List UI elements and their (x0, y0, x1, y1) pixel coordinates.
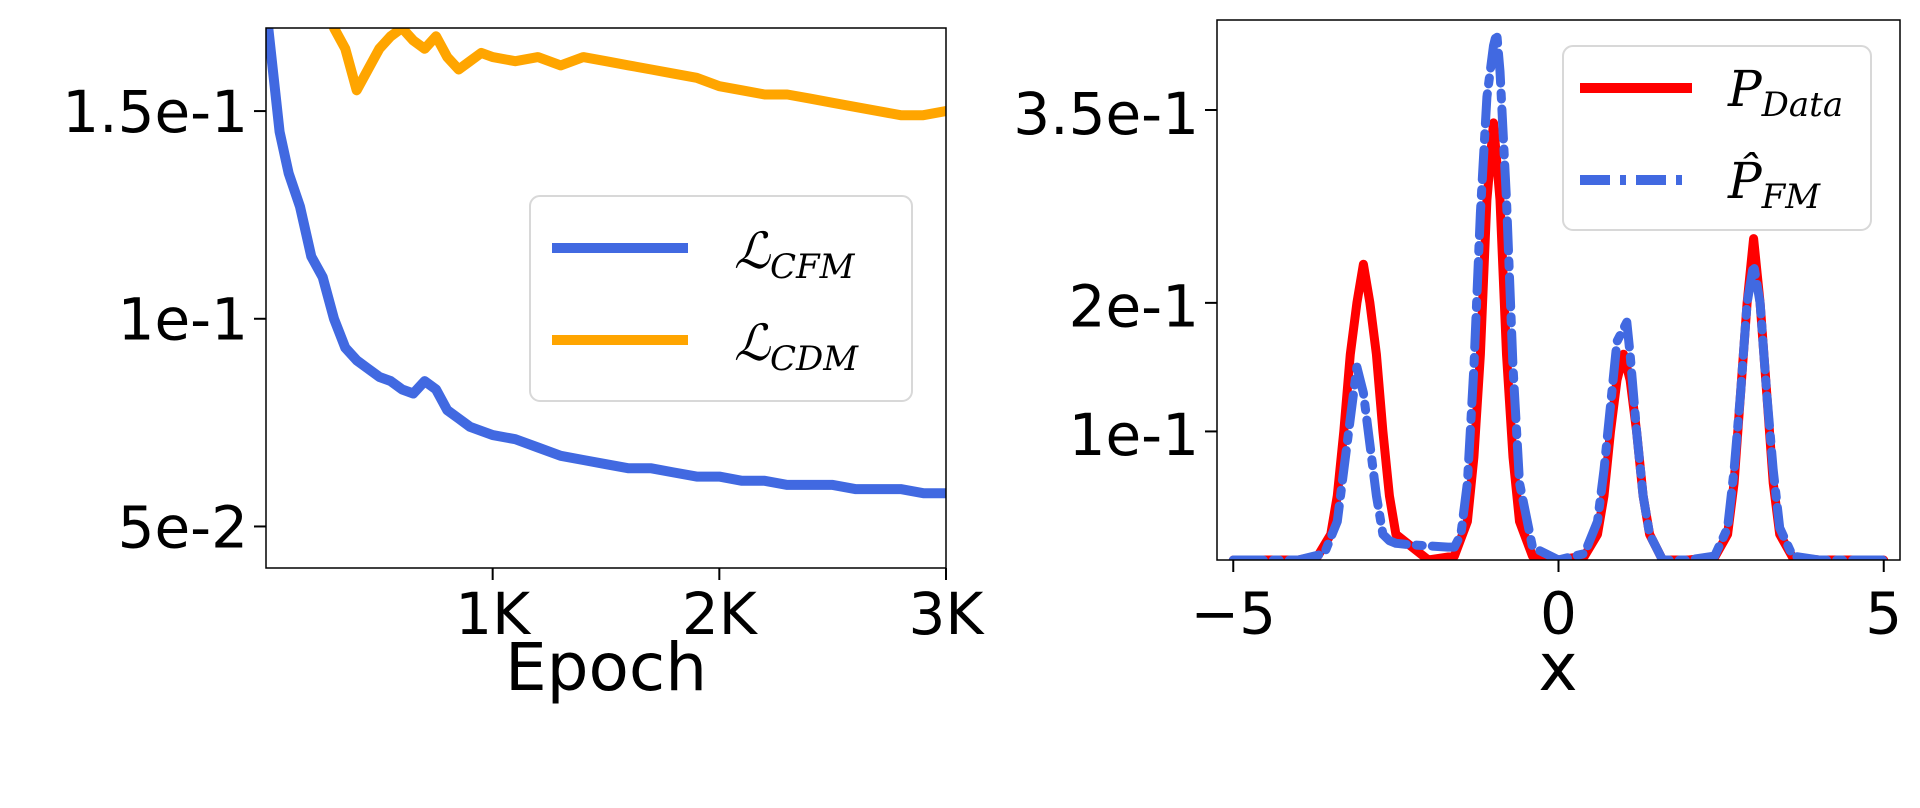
legend-label-pdata: PData (1727, 60, 1843, 125)
series-line-p-fm (1228, 28, 1889, 560)
y-tick-label: 2e-1 (1069, 273, 1199, 341)
density-legend: PData P̂FM (1562, 45, 1872, 231)
density-x-axis-label: x (1538, 629, 1577, 706)
density-legend-box (1562, 45, 1872, 231)
x-tick-label: 0 (1540, 579, 1577, 647)
loss-plot-frame (265, 27, 947, 569)
legend-label-cdm: ℒCDM (734, 314, 859, 379)
legend-label-cfm: ℒCFM (734, 222, 856, 287)
y-tick-label: 3.5e-1 (1013, 80, 1199, 148)
y-tick-label: 1.5e-1 (62, 78, 248, 146)
legend-label-pfm: P̂FM (1727, 151, 1821, 217)
x-tick-label: 5 (1865, 579, 1902, 647)
x-tick-label: 2K (682, 580, 759, 648)
density-plot-area (1228, 28, 1889, 560)
series-line-l-cfm (266, 28, 946, 499)
x-tick-label: 3K (909, 580, 986, 648)
loss-panel: 1K 2K 3K 5e-2 1e-1 1.5e-1 Epoch ℒCFM ℒCDM (62, 27, 985, 706)
loss-legend: ℒCFM ℒCDM (529, 195, 913, 402)
y-tick-label: 5e-2 (118, 493, 248, 561)
x-tick-label: −5 (1191, 579, 1277, 647)
density-axis-ticks: −5 0 5 1e-1 2e-1 3.5e-1 (1013, 80, 1902, 648)
loss-axis-ticks: 1K 2K 3K 5e-2 1e-1 1.5e-1 (62, 78, 985, 648)
loss-plot-area (266, 28, 946, 499)
y-tick-label: 1e-1 (118, 286, 248, 354)
loss-x-axis-label: Epoch (505, 629, 707, 706)
density-panel: −5 0 5 1e-1 2e-1 3.5e-1 x PData P̂FM (1013, 19, 1902, 706)
y-tick-label: 1e-1 (1069, 401, 1199, 469)
series-line-l-cdm (329, 28, 946, 121)
x-tick-label: 1K (455, 580, 532, 648)
